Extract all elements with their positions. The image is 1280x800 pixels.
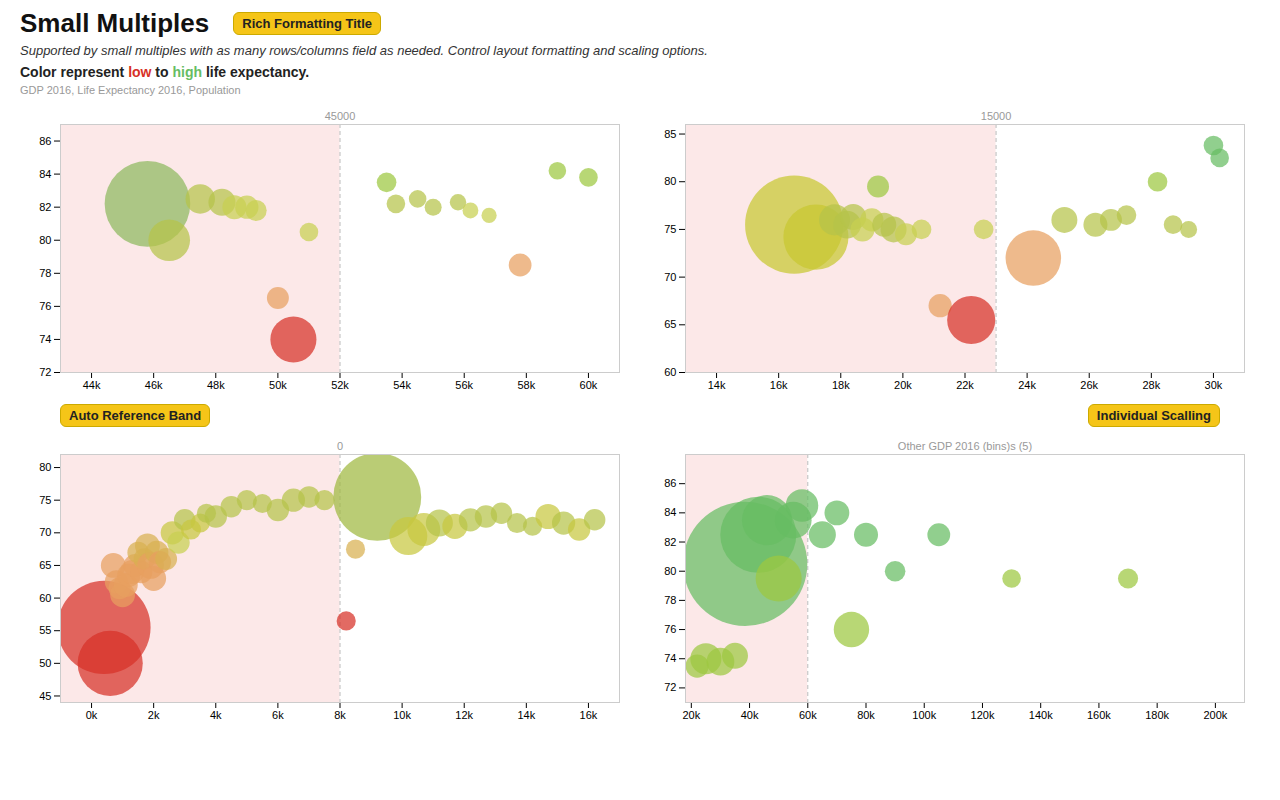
svg-text:50k: 50k xyxy=(269,379,287,391)
svg-text:72: 72 xyxy=(39,366,51,378)
svg-text:52k: 52k xyxy=(331,379,349,391)
svg-text:100k: 100k xyxy=(912,709,936,721)
svg-text:74: 74 xyxy=(39,333,51,345)
svg-text:45000: 45000 xyxy=(325,110,356,122)
svg-text:2k: 2k xyxy=(148,709,160,721)
svg-text:46k: 46k xyxy=(145,379,163,391)
svg-text:48k: 48k xyxy=(207,379,225,391)
svg-text:0k: 0k xyxy=(86,709,98,721)
svg-text:14k: 14k xyxy=(517,709,535,721)
svg-text:14k: 14k xyxy=(708,379,726,391)
svg-text:50: 50 xyxy=(39,657,51,669)
svg-text:76: 76 xyxy=(664,623,676,635)
html-text:Supported by small multiples w: Supported by small multiples with as man… xyxy=(20,43,708,58)
html-text:GDP 2016, Life Expectancy 2016: GDP 2016, Life Expectancy 2016, Populati… xyxy=(20,84,241,96)
html-text:Small Multiples: Small Multiples xyxy=(20,8,210,38)
svg-text:65: 65 xyxy=(664,318,676,330)
svg-text:78: 78 xyxy=(39,267,51,279)
svg-text:86: 86 xyxy=(664,477,676,489)
svg-text:60: 60 xyxy=(39,592,51,604)
svg-text:160k: 160k xyxy=(1087,709,1111,721)
html-text:Auto Reference Band: Auto Reference Band xyxy=(69,407,202,423)
svg-text:58k: 58k xyxy=(517,379,535,391)
svg-text:24k: 24k xyxy=(1018,379,1036,391)
svg-text:15000: 15000 xyxy=(981,110,1012,122)
svg-text:45: 45 xyxy=(39,689,51,701)
svg-text:20k: 20k xyxy=(682,709,700,721)
svg-text:74: 74 xyxy=(664,652,676,664)
svg-text:75: 75 xyxy=(664,223,676,235)
svg-text:56k: 56k xyxy=(455,379,473,391)
svg-text:80: 80 xyxy=(664,565,676,577)
svg-text:140k: 140k xyxy=(1029,709,1053,721)
svg-text:80: 80 xyxy=(664,175,676,187)
svg-text:80: 80 xyxy=(39,234,51,246)
svg-text:76: 76 xyxy=(39,300,51,312)
svg-text:16k: 16k xyxy=(580,709,598,721)
svg-text:6k: 6k xyxy=(272,709,284,721)
svg-text:55: 55 xyxy=(39,624,51,636)
svg-text:86: 86 xyxy=(39,135,51,147)
svg-text:82: 82 xyxy=(39,201,51,213)
svg-text:28k: 28k xyxy=(1142,379,1160,391)
svg-text:70: 70 xyxy=(664,271,676,283)
svg-text:80k: 80k xyxy=(857,709,875,721)
svg-text:72: 72 xyxy=(664,681,676,693)
svg-text:60k: 60k xyxy=(580,379,598,391)
svg-text:26k: 26k xyxy=(1080,379,1098,391)
svg-text:75: 75 xyxy=(39,494,51,506)
svg-text:16k: 16k xyxy=(770,379,788,391)
svg-text:60k: 60k xyxy=(799,709,817,721)
html-text:Rich Formatting Title: Rich Formatting Title xyxy=(242,16,372,31)
svg-text:4k: 4k xyxy=(210,709,222,721)
svg-text:30k: 30k xyxy=(1205,379,1223,391)
svg-text:22k: 22k xyxy=(956,379,974,391)
svg-text:10k: 10k xyxy=(393,709,411,721)
svg-text:80: 80 xyxy=(39,461,51,473)
svg-text:Other GDP 2016 (bins)s (5): Other GDP 2016 (bins)s (5) xyxy=(898,440,1032,452)
svg-text:44k: 44k xyxy=(83,379,101,391)
html-text:Individual Scalling: Individual Scalling xyxy=(1096,407,1211,423)
svg-text:12k: 12k xyxy=(455,709,473,721)
html-text:Color represent low to high li: Color represent low to high life expecta… xyxy=(20,64,310,80)
svg-text:82: 82 xyxy=(664,536,676,548)
svg-text:65: 65 xyxy=(39,559,51,571)
svg-text:180k: 180k xyxy=(1145,709,1169,721)
svg-text:84: 84 xyxy=(39,168,51,180)
svg-text:8k: 8k xyxy=(334,709,346,721)
svg-text:0: 0 xyxy=(337,440,343,452)
svg-text:70: 70 xyxy=(39,526,51,538)
svg-text:18k: 18k xyxy=(832,379,850,391)
svg-text:85: 85 xyxy=(664,128,676,140)
svg-text:60: 60 xyxy=(664,366,676,378)
svg-text:200k: 200k xyxy=(1203,709,1227,721)
svg-text:40k: 40k xyxy=(741,709,759,721)
svg-text:54k: 54k xyxy=(393,379,411,391)
svg-text:78: 78 xyxy=(664,594,676,606)
svg-text:120k: 120k xyxy=(971,709,995,721)
svg-text:20k: 20k xyxy=(894,379,912,391)
svg-text:84: 84 xyxy=(664,506,676,518)
